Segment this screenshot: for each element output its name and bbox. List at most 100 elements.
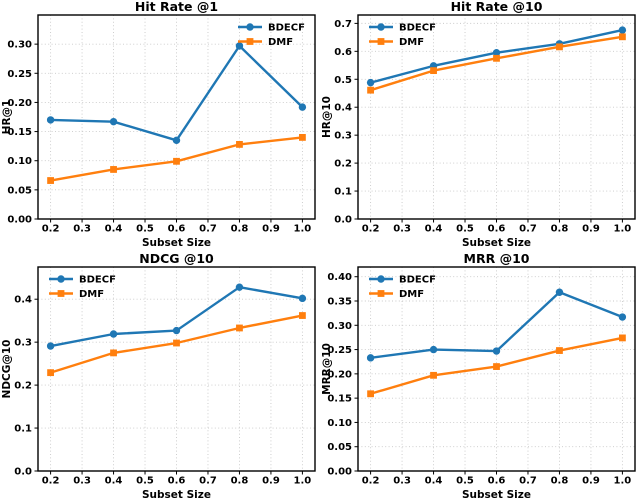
y-tick-label: 0.1 xyxy=(334,187,352,198)
marker-bdecf xyxy=(618,313,627,321)
marker-bdecf xyxy=(492,49,501,57)
x-tick-label: 0.4 xyxy=(105,224,123,235)
x-tick-label: 1.0 xyxy=(614,224,632,235)
legend-marker-bdecf xyxy=(377,275,385,283)
y-tick-label: 0.20 xyxy=(7,98,32,109)
marker-dmf xyxy=(367,390,374,398)
marker-bdecf xyxy=(618,26,627,34)
legend-marker-dmf xyxy=(57,290,65,297)
plot-frame xyxy=(37,266,316,472)
marker-dmf xyxy=(47,177,54,184)
y-tick-label: 0.3 xyxy=(14,338,32,349)
marker-dmf xyxy=(110,166,117,173)
x-tick-label: 0.7 xyxy=(199,224,217,235)
x-tick-label: 0.9 xyxy=(262,476,280,487)
x-tick-label: 1.0 xyxy=(614,476,632,487)
marker-dmf xyxy=(236,324,243,332)
chart-cell-ndcg-at-10: 0.2 0.3 0.4 0.5 0.6 0.7 0.8 0.9 1.0 0.0 0.1 0.2 0.3 0… xyxy=(0,252,320,504)
x-tick-label: 1.0 xyxy=(294,476,312,487)
chart-cell-mrr-at-10: 0.2 0.3 0.4 0.5 0.6 0.7 0.8 0.9 1.0 0.00 0.05 0.10 0… xyxy=(320,252,640,504)
x-tick-label: 0.2 xyxy=(42,224,60,235)
legend-label: DMF xyxy=(79,289,104,300)
legend-marker-dmf xyxy=(377,38,385,45)
marker-bdecf xyxy=(46,342,55,350)
legend: BDECF DMF xyxy=(369,23,436,48)
legend: BDECF DMF xyxy=(369,275,436,300)
marker-bdecf xyxy=(109,330,118,338)
y-tick-label: 0.5 xyxy=(334,75,352,86)
x-tick-label: 0.7 xyxy=(519,224,537,235)
marker-dmf xyxy=(299,312,306,319)
marker-bdecf xyxy=(492,347,501,355)
y-tick-label: 0.10 xyxy=(7,156,32,167)
x-tick-label: 1.0 xyxy=(294,224,312,235)
y-tick-label: 0.35 xyxy=(327,297,352,308)
x-tick-label: 0.8 xyxy=(231,476,249,487)
marker-dmf xyxy=(556,347,563,354)
marker-dmf xyxy=(493,54,500,62)
legend-item: BDECF xyxy=(238,23,305,34)
legend-item: BDECF xyxy=(369,23,436,34)
y-tick-label: 0.0 xyxy=(14,467,32,478)
legend-label: DMF xyxy=(268,37,293,48)
marker-dmf xyxy=(493,363,500,370)
y-axis-label: HR@1 xyxy=(1,100,13,135)
plot-frame xyxy=(37,14,316,220)
y-axis-label: HR@10 xyxy=(321,96,333,138)
marker-dmf xyxy=(47,369,54,377)
x-tick-label: 0.7 xyxy=(199,476,217,487)
marker-bdecf xyxy=(555,288,564,296)
x-tick-label: 0.6 xyxy=(168,476,186,487)
y-tick-label: 0.0 xyxy=(334,215,352,226)
x-tick-label: 0.3 xyxy=(73,224,91,235)
y-tick-label: 0.30 xyxy=(7,40,32,51)
y-tick-label: 0.00 xyxy=(7,215,32,226)
chart-hit-rate-at-10: 0.2 0.3 0.4 0.5 0.6 0.7 0.8 0.9 1.0 0.0 0.1 0.2 0.3 0… xyxy=(320,0,640,252)
legend-label: BDECF xyxy=(268,23,305,34)
marker-dmf xyxy=(367,86,374,94)
y-tick-label: 0.15 xyxy=(327,394,352,405)
plot-frame xyxy=(357,266,636,472)
legend-marker-bdecf xyxy=(57,275,65,283)
x-tick-label: 0.9 xyxy=(582,224,600,235)
legend-label: BDECF xyxy=(79,275,116,286)
marker-bdecf xyxy=(172,136,181,145)
marker-bdecf xyxy=(235,283,244,291)
legend-marker-dmf xyxy=(377,290,385,297)
legend: BDECF DMF xyxy=(238,23,305,48)
marker-dmf xyxy=(430,67,437,75)
x-tick-label: 0.6 xyxy=(488,224,506,235)
x-tick-label: 0.4 xyxy=(425,224,443,235)
x-tick-label: 0.4 xyxy=(105,476,123,487)
x-tick-label: 0.3 xyxy=(73,476,91,487)
marker-dmf xyxy=(173,339,180,347)
y-axis-label: NDCG@10 xyxy=(1,340,13,399)
y-tick-label: 0.05 xyxy=(7,185,32,196)
y-tick-label: 0.3 xyxy=(334,131,352,142)
legend: BDECF DMF xyxy=(49,275,116,300)
y-tick-label: 0.25 xyxy=(7,69,32,80)
chart-background xyxy=(320,252,640,504)
legend-label: BDECF xyxy=(399,23,436,34)
marker-dmf xyxy=(236,140,243,148)
x-tick-label: 0.6 xyxy=(488,476,506,487)
x-tick-label: 0.2 xyxy=(362,224,380,235)
y-tick-label: 0.4 xyxy=(334,103,352,114)
legend-item: BDECF xyxy=(49,275,116,286)
marker-bdecf xyxy=(109,117,118,126)
chart-title: NDCG @10 xyxy=(139,252,214,266)
x-axis-label: Subset Size xyxy=(142,489,211,501)
legend-marker-bdecf xyxy=(246,23,254,31)
marker-bdecf xyxy=(46,116,55,124)
x-tick-label: 0.8 xyxy=(551,224,569,235)
y-tick-label: 0.40 xyxy=(327,272,352,283)
x-axis-label: Subset Size xyxy=(142,237,211,249)
legend-item: DMF xyxy=(369,37,424,48)
y-tick-label: 0.7 xyxy=(334,19,352,30)
chart-background xyxy=(0,252,320,504)
legend-item: DMF xyxy=(49,289,104,300)
x-tick-label: 0.7 xyxy=(519,476,537,487)
marker-bdecf xyxy=(298,103,307,111)
legend-item: BDECF xyxy=(369,275,436,286)
